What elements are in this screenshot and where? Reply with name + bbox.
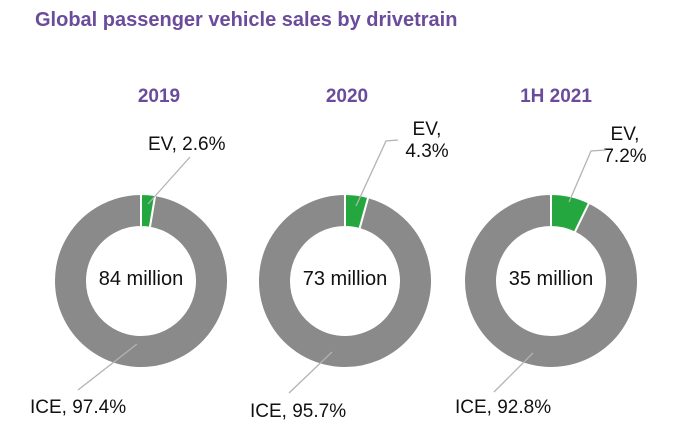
- center-label-1h2021: 35 million: [508, 268, 594, 290]
- page-title: Global passenger vehicle sales by drivet…: [35, 9, 458, 31]
- center-label-2019: 84 million: [98, 268, 184, 290]
- ev-data-label-2020: EV, 4.3%: [405, 119, 449, 162]
- year-label-2020: 2020: [325, 86, 369, 107]
- ice-slice-1H 2021: [463, 192, 639, 369]
- year-label-1h2021: 1H 2021: [520, 86, 592, 107]
- ev-data-label-1h2021: EV, 7.2%: [603, 124, 647, 167]
- ev-slice-1H 2021: [550, 192, 591, 234]
- center-label-2020: 73 million: [302, 268, 388, 290]
- ice-data-label-2020: ICE, 95.7%: [250, 401, 347, 422]
- year-label-2019: 2019: [137, 86, 181, 107]
- ice-slice-2020: [257, 192, 433, 369]
- ice-data-label-2019: ICE, 97.4%: [30, 397, 127, 418]
- ev-data-label-2019: EV, 2.6%: [148, 134, 226, 155]
- donut-chart-1h2021: [463, 192, 639, 369]
- ice-slice-2019: [53, 192, 229, 369]
- ice-data-label-1h2021: ICE, 92.8%: [455, 397, 552, 418]
